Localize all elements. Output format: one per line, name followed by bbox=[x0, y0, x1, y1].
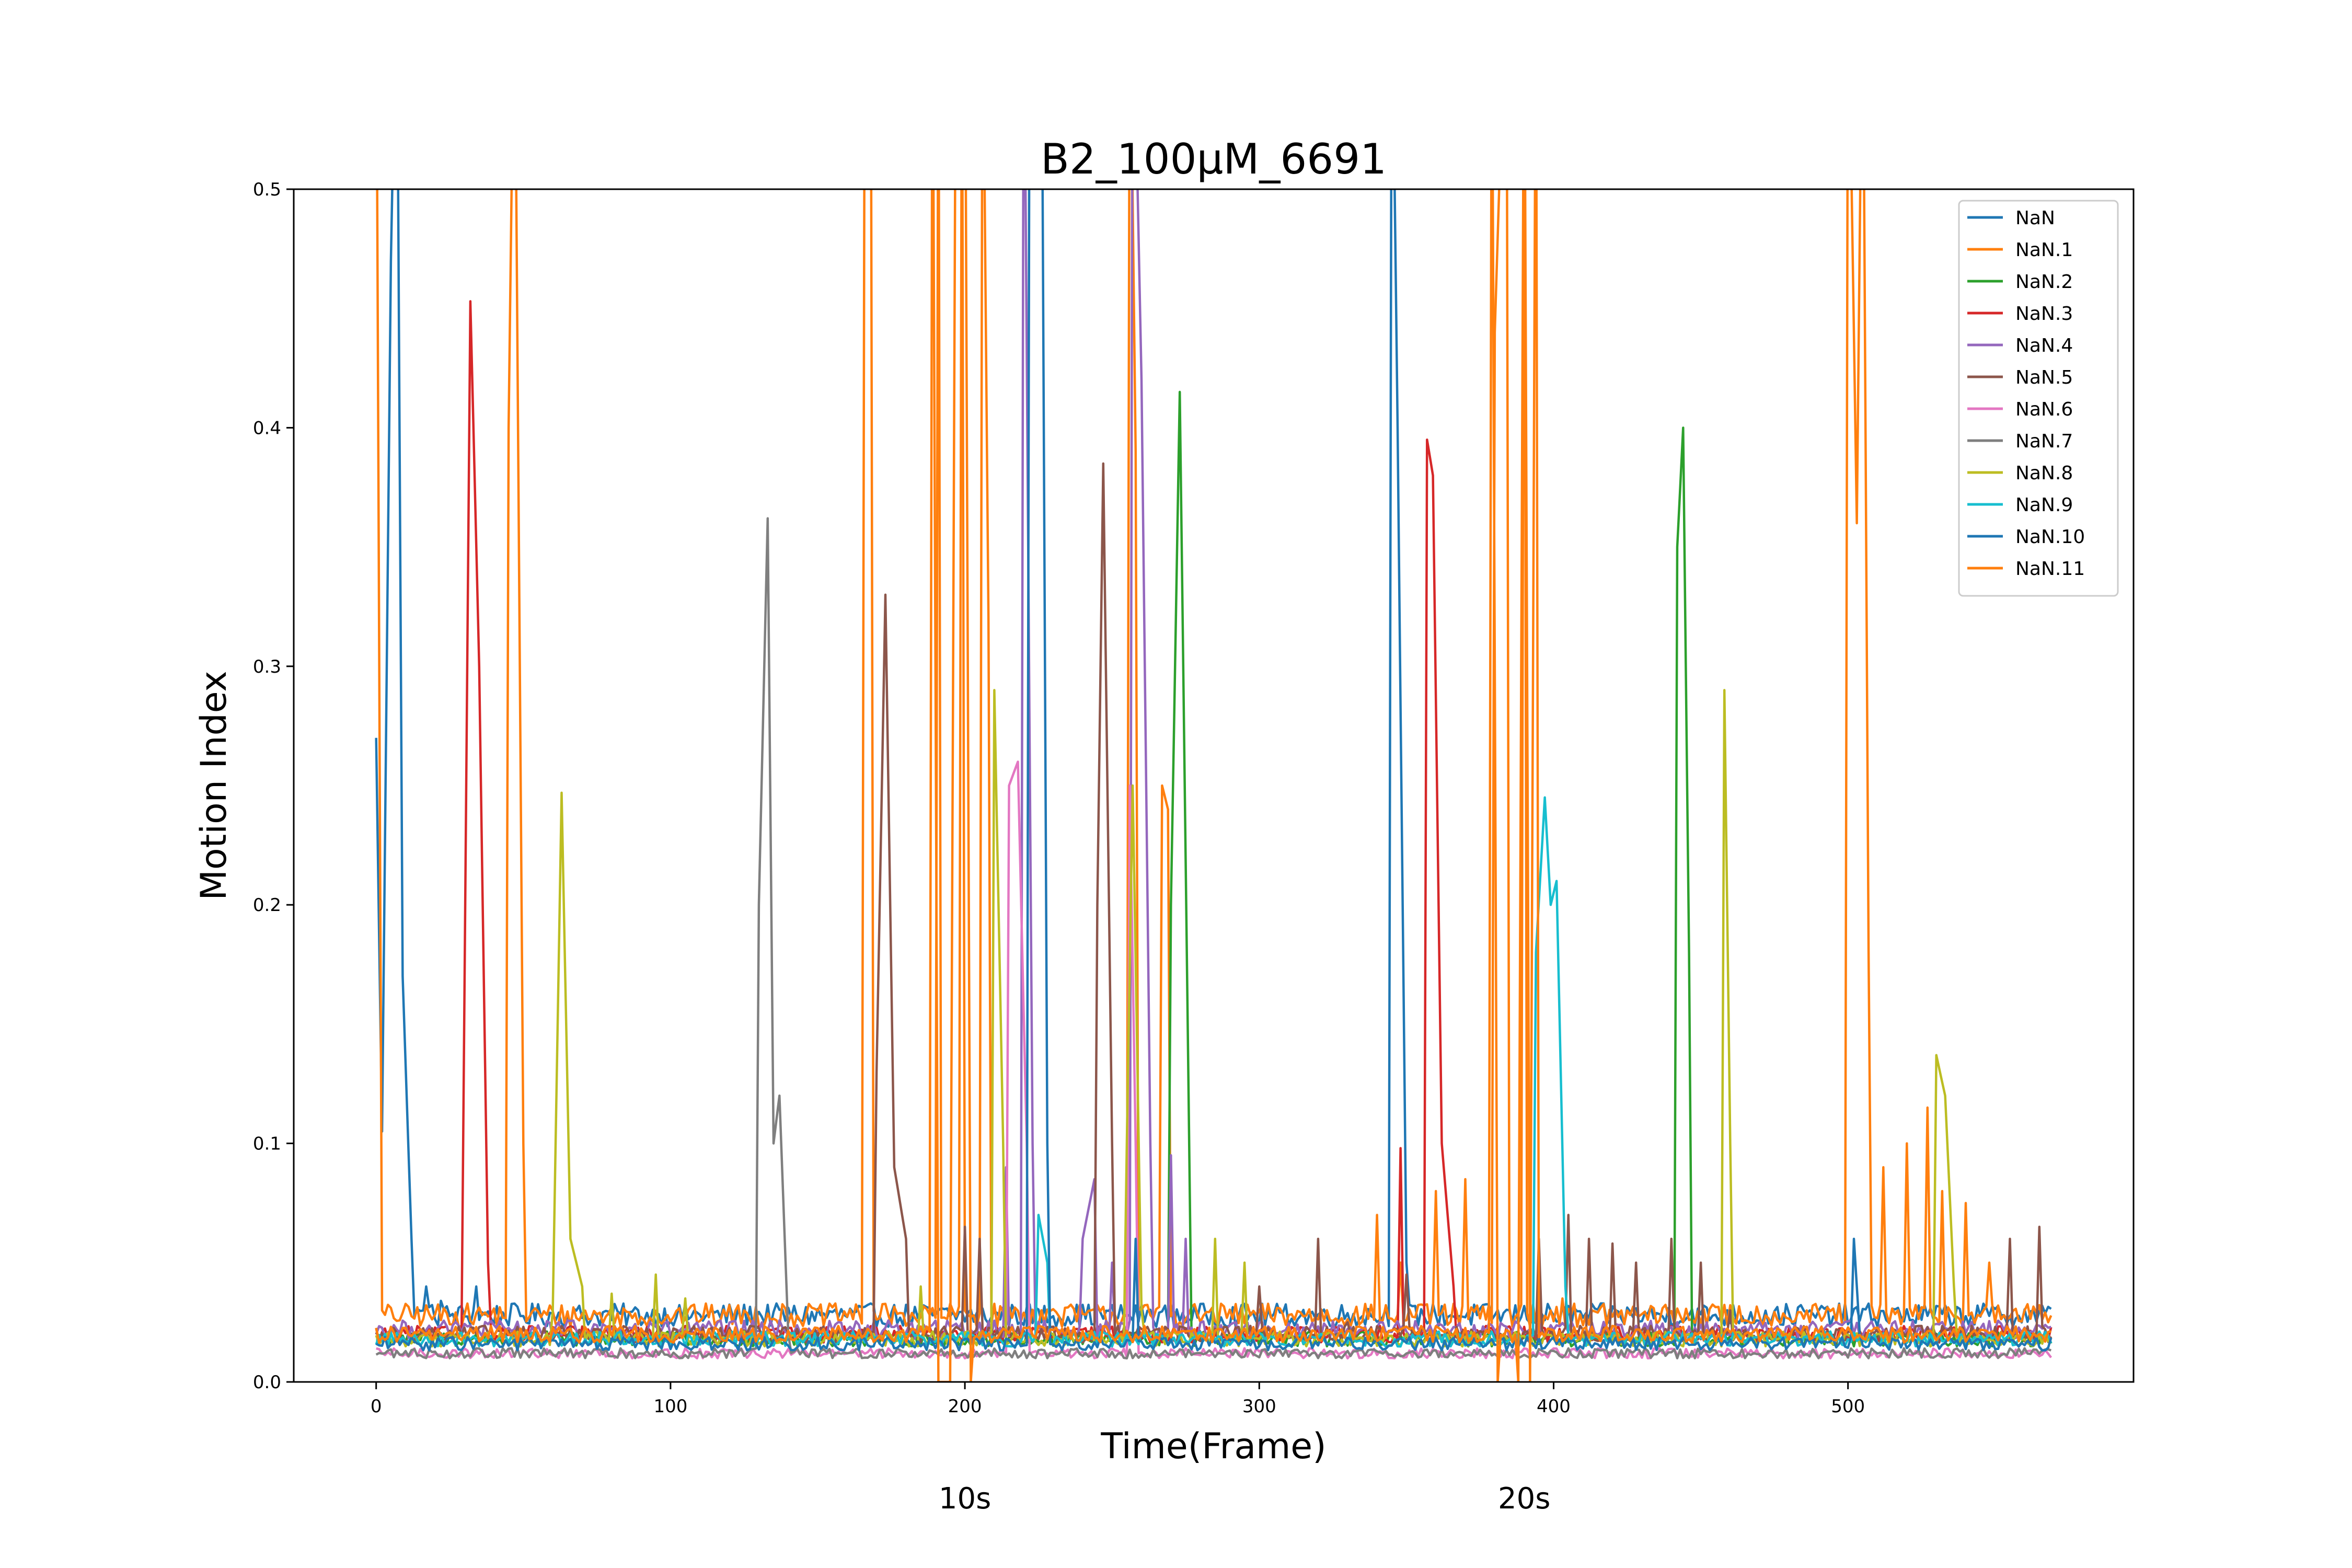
legend-entry-label: NaN.7 bbox=[2015, 431, 2073, 452]
x-tick-label: 400 bbox=[1537, 1396, 1571, 1417]
legend: NaN NaN.1 NaN.2 NaN.3 NaN.4 NaN.5 NaN.6 NaN.7 Na… bbox=[1958, 200, 2119, 597]
y-tick-label: 0.4 bbox=[253, 418, 281, 439]
x-tick-label: 200 bbox=[948, 1396, 982, 1417]
y-tick-label: 0.0 bbox=[253, 1372, 281, 1393]
x-tick-label: 100 bbox=[653, 1396, 687, 1417]
y-tick-label: 0.5 bbox=[253, 179, 281, 200]
y-tick-label: 0.2 bbox=[253, 895, 281, 916]
x-tick-label: 0 bbox=[371, 1396, 382, 1417]
y-tick-label: 0.3 bbox=[253, 656, 281, 677]
legend-entry-label: NaN.5 bbox=[2015, 367, 2073, 388]
legend-box bbox=[1958, 200, 2119, 597]
legend-entry-label: NaN.8 bbox=[2015, 463, 2073, 484]
legend-entry-label: NaN.3 bbox=[2015, 303, 2073, 325]
y-tick-label: 0.1 bbox=[253, 1134, 281, 1155]
series-line-nan-11 bbox=[375, 189, 2051, 1382]
x-tick-label: 300 bbox=[1242, 1396, 1276, 1417]
time-marker-label: 10s bbox=[939, 1482, 991, 1516]
chart-title: B2_100μM_6691 bbox=[1041, 135, 1387, 183]
series-line-nan-7 bbox=[375, 517, 2052, 1360]
y-axis-label: Motion Index bbox=[193, 671, 235, 900]
legend-entry-label: NaN.2 bbox=[2015, 271, 2073, 293]
series-line-nan-8 bbox=[375, 689, 2052, 1348]
legend-entry-label: NaN.10 bbox=[2015, 526, 2085, 548]
plot-area-frame bbox=[293, 188, 2135, 1383]
time-markers: 10s 20s bbox=[939, 1482, 1551, 1516]
ticks-layer: 0 100 200 300 400 500 0.0 0.1 0.2 0.3 0.4 0.5 bbox=[253, 179, 1865, 1417]
legend-entry-label: NaN bbox=[2015, 207, 2055, 229]
legend-entry-label: NaN.1 bbox=[2015, 239, 2073, 261]
legend-entry-label: NaN.6 bbox=[2015, 399, 2073, 420]
legend-entry-label: NaN.4 bbox=[2015, 335, 2073, 356]
x-tick-label: 500 bbox=[1831, 1396, 1865, 1417]
legend-entry-label: NaN.11 bbox=[2015, 558, 2085, 580]
time-marker-label: 20s bbox=[1498, 1482, 1550, 1516]
x-axis-label: Time(Frame) bbox=[1100, 1426, 1326, 1467]
legend-entry-label: NaN.9 bbox=[2015, 494, 2073, 516]
series-layer bbox=[375, 189, 2053, 1382]
